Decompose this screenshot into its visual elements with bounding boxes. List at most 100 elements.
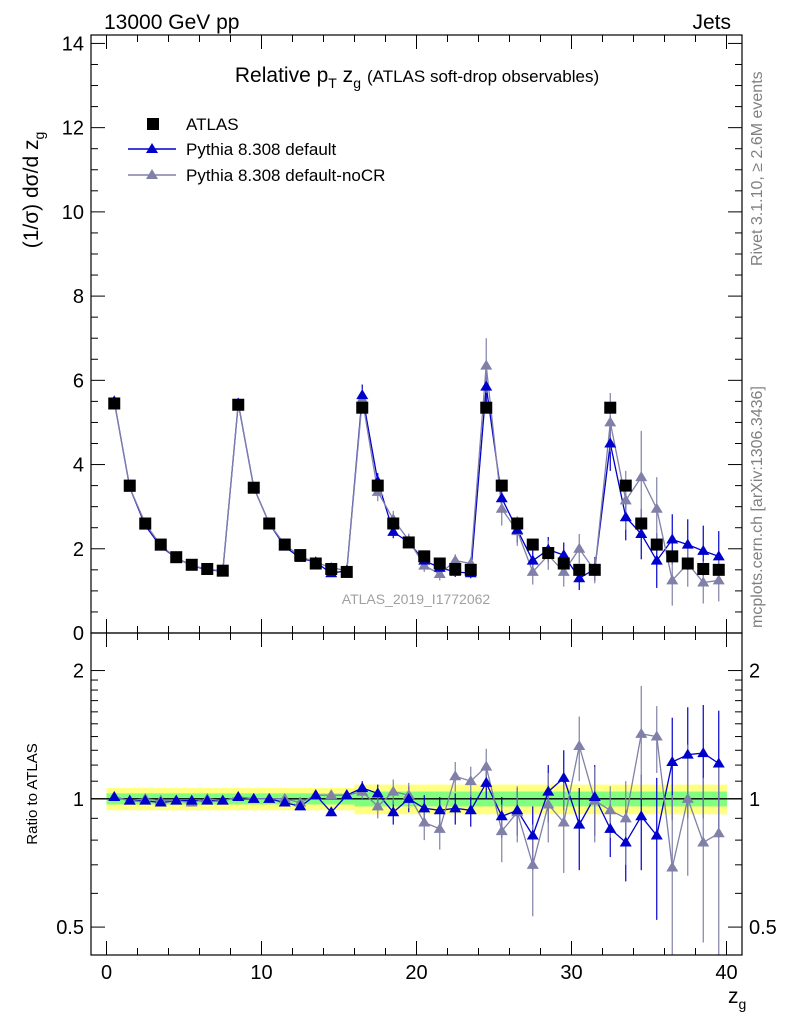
y-tick-label: 8 [73, 286, 84, 308]
ratio-point-1 [449, 770, 462, 781]
ratio-point-0 [201, 794, 214, 805]
atlas-data-point [604, 401, 617, 414]
rivet-version-label: Rivet 3.1.10, ≥ 2.6M events [749, 71, 766, 266]
atlas-data-point [542, 546, 555, 559]
ratio-point-0 [216, 794, 229, 805]
ratio-point-0 [123, 794, 136, 805]
xlabel-main: z [728, 985, 739, 1008]
atlas-data-point [619, 479, 632, 492]
ratio-point-0 [666, 756, 679, 767]
atlas-data-point [247, 481, 260, 494]
data-point-1 [650, 554, 663, 565]
legend-label-default: Pythia 8.308 default [186, 140, 337, 159]
atlas-data-point [340, 565, 353, 578]
data-point-2 [604, 416, 617, 427]
ratio-point-0 [449, 802, 462, 813]
legend-marker-default [146, 143, 158, 153]
legend-marker-atlas [147, 118, 159, 130]
ratio-point-0 [309, 789, 322, 800]
main-plot-title: Relative pT zg (ATLAS soft-drop observabl… [235, 64, 599, 91]
main-plot-marks [108, 338, 725, 606]
data-point-1 [697, 544, 710, 555]
ratio-point-0 [526, 829, 539, 840]
atlas-data-point [650, 538, 663, 551]
ratio-line-0 [114, 752, 720, 844]
ratio-plot-marks [108, 685, 725, 955]
atlas-data-point [573, 563, 586, 576]
ratio-point-0 [557, 771, 570, 782]
atlas-data-point [123, 479, 136, 492]
ratio-y-tick-label-right: 1 [749, 789, 760, 811]
ratio-point-1 [604, 804, 617, 815]
data-point-1 [387, 525, 400, 536]
ratio-point-0 [619, 836, 632, 847]
atlas-data-point [712, 563, 725, 576]
y-tick-label: 10 [62, 202, 84, 224]
y-tick-label: 14 [62, 33, 84, 55]
ratio-point-1 [573, 740, 586, 751]
atlas-data-point [464, 563, 477, 576]
legend-marker-nocr [146, 169, 158, 179]
ratio-point-0 [573, 818, 586, 829]
atlas-data-point [216, 564, 229, 577]
data-point-2 [557, 565, 570, 576]
atlas-data-point [108, 397, 121, 410]
title-tail: (ATLAS soft-drop observables) [367, 67, 599, 86]
ratio-point-0 [263, 792, 276, 803]
ratio-point-1 [480, 760, 493, 771]
ratio-point-0 [697, 747, 710, 758]
ratio-point-0 [154, 796, 167, 807]
ratio-point-0 [464, 804, 477, 815]
atlas-data-point [449, 562, 462, 575]
ratio-point-1 [635, 727, 648, 738]
data-point-2 [495, 502, 508, 513]
atlas-data-point [185, 558, 198, 571]
ylabel-subscript: g [31, 132, 47, 140]
ratio-point-1 [557, 816, 570, 827]
legend-label-nocr: Pythia 8.308 default-noCR [186, 166, 385, 185]
atlas-data-point [418, 550, 431, 563]
ratio-line-1 [114, 733, 720, 868]
atlas-data-point [201, 562, 214, 575]
x-tick-label: 0 [101, 962, 112, 984]
atlas-data-point [387, 517, 400, 530]
ratio-point-0 [712, 757, 725, 768]
atlas-data-point [371, 479, 384, 492]
ratio-y-tick-label-right: 0.5 [749, 917, 777, 939]
atlas-data-point [154, 538, 167, 551]
ratio-point-0 [433, 804, 446, 815]
main-plot-panel: 0 2 4 6 8 10 12 14 [62, 33, 743, 645]
ratio-point-0 [139, 794, 152, 805]
atlas-data-point [526, 538, 539, 551]
title-main: Relative p [235, 64, 328, 87]
ratio-point-1 [464, 775, 477, 786]
ratio-point-1 [666, 861, 679, 872]
x-axis-label: zg [728, 985, 746, 1012]
ratio-point-1 [433, 822, 446, 833]
data-point-1 [495, 492, 508, 503]
mcplots-credit-label: mcplots.cern.ch [arXiv:1306.3436] [749, 386, 766, 628]
atlas-data-point [232, 398, 245, 411]
data-point-1 [573, 572, 586, 583]
y-tick-label: 4 [73, 455, 84, 477]
data-point-2 [619, 494, 632, 505]
data-point-1 [681, 538, 694, 549]
ratio-point-0 [340, 789, 353, 800]
ratio-point-0 [402, 792, 415, 803]
ratio-point-1 [418, 816, 431, 827]
ratio-point-1 [650, 730, 663, 741]
analysis-watermark: ATLAS_2019_I1772062 [342, 591, 491, 607]
ratio-point-0 [511, 804, 524, 815]
atlas-data-point [139, 517, 152, 530]
data-point-1 [604, 437, 617, 448]
atlas-data-point [511, 517, 524, 530]
ratio-point-0 [604, 822, 617, 833]
atlas-data-point [697, 562, 710, 575]
header-energy-label: 13000 GeV pp [104, 11, 239, 34]
ratio-y-tick-label-left: 0.5 [56, 917, 84, 939]
ylabel-main: (1/σ) dσ/d z [20, 140, 43, 249]
atlas-data-point [294, 549, 307, 562]
title-subscript-2: g [353, 75, 361, 91]
ratio-plot-axis-ticks: 0.5 0.51 12 20 10 20 30 40 [56, 633, 777, 984]
